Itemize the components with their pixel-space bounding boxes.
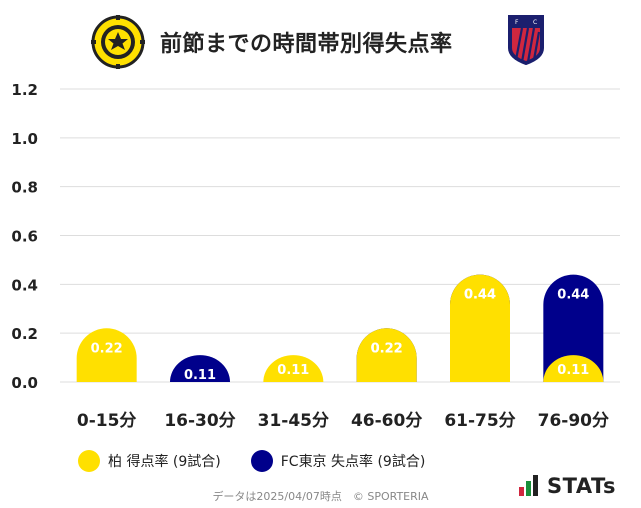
x-tick-label: 61-75分: [444, 411, 515, 431]
fc-tokyo-logo: F C: [507, 14, 545, 70]
y-tick-label: 0.2: [11, 325, 38, 343]
data-label-kashiwa: 0.22: [91, 341, 123, 356]
legend-swatch-navy: [250, 450, 273, 472]
legend: 柏 得点率 (9試合) FC東京 失点率 (9試合): [78, 447, 455, 475]
x-tick-label: 76-90分: [538, 411, 609, 431]
legend-item-kashiwa: 柏 得点率 (9試合): [78, 450, 221, 472]
y-tick-label: 0.4: [11, 276, 38, 294]
y-tick-label: 0.0: [11, 374, 38, 392]
data-label-kashiwa: 0.11: [557, 363, 589, 378]
x-tick-label: 16-30分: [164, 411, 235, 431]
data-label-fc-tokyo: 0.44: [557, 288, 589, 303]
stats-brand: STATs: [518, 474, 616, 498]
y-tick-label: 1.2: [11, 81, 38, 99]
data-label-fc-tokyo: 0.22: [371, 341, 403, 356]
legend-item-fc-tokyo: FC東京 失点率 (9試合): [250, 450, 426, 472]
x-tick-label: 0-15分: [77, 411, 137, 431]
svg-text:C: C: [533, 19, 537, 26]
svg-text:F: F: [515, 19, 519, 26]
bar-kashiwa: [450, 274, 510, 382]
bar-kashiwa: [543, 355, 604, 382]
legend-label-kashiwa: 柏 得点率 (9試合): [108, 454, 221, 470]
chart-title: 前節までの時間帯別得失点率: [160, 32, 453, 57]
legend-swatch-yellow: [78, 450, 100, 472]
y-tick-label: 1.0: [11, 130, 38, 148]
legend-label-fc-tokyo: FC東京 失点率 (9試合): [280, 454, 426, 470]
data-label-kashiwa: 0.11: [277, 363, 309, 378]
x-tick-label: 46-60分: [351, 411, 422, 431]
bar-fc-tokyo: [170, 355, 231, 382]
data-label-fc-tokyo: 0.11: [184, 368, 216, 383]
data-label-kashiwa: 0.44: [464, 288, 496, 303]
data-source-note: データは2025/04/07時点 © SPORTERIA: [212, 490, 429, 503]
bar-fc-tokyo: [543, 274, 604, 382]
y-tick-label: 0.8: [11, 179, 38, 197]
bar-kashiwa: [356, 328, 417, 382]
x-tick-label: 31-45分: [258, 411, 329, 431]
bar-kashiwa: [76, 328, 137, 382]
bar-chart: 0.0 0.2 0.4 0.6 0.8 1.0 1.2 0.22 0-15分 0.11 16-30分…: [11, 81, 620, 431]
y-tick-label: 0.6: [11, 228, 38, 246]
bar-kashiwa: [263, 355, 324, 382]
chart-header: 前節までの時間帯別得失点率 F C: [0, 0, 641, 80]
stats-logo-icon: [519, 475, 538, 496]
data-label-fc-tokyo: 0.44: [464, 288, 496, 303]
stats-brand-text: STATs: [547, 474, 616, 498]
kashiwa-reysol-logo: [91, 15, 145, 73]
data-label-kashiwa: 0.22: [371, 341, 403, 356]
